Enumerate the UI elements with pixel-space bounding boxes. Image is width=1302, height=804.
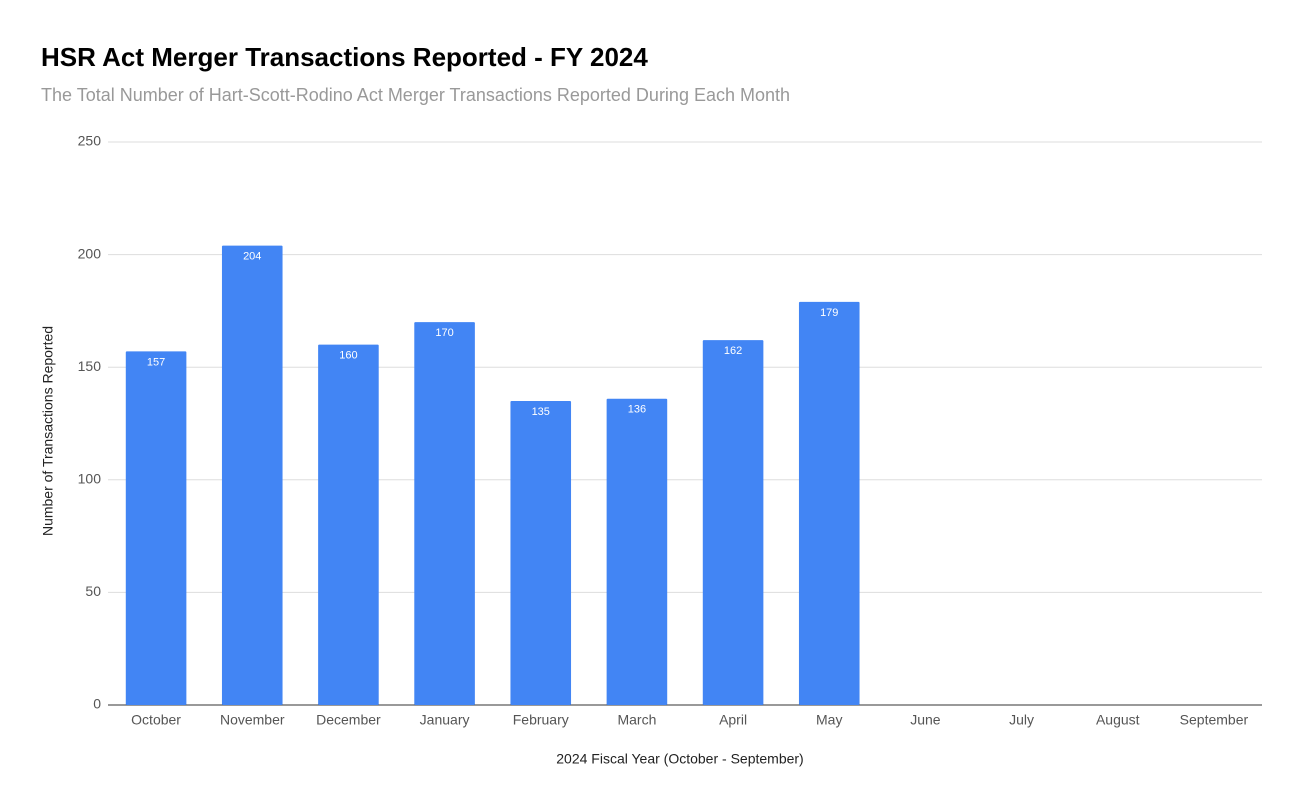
y-axis-label: Number of Transactions Reported — [40, 326, 56, 536]
bar — [221, 245, 283, 706]
x-tick-label: July — [1009, 712, 1034, 728]
x-tick-label: September — [1180, 712, 1249, 728]
x-tick-label: October — [131, 712, 181, 728]
x-tick-label: December — [316, 712, 381, 728]
x-tick-label: November — [220, 712, 285, 728]
chart-title: HSR Act Merger Transactions Reported - F… — [41, 42, 648, 72]
bar — [125, 351, 187, 705]
x-tick-label: February — [513, 712, 569, 728]
data-label: 179 — [820, 307, 838, 319]
y-tick-label: 250 — [78, 133, 102, 149]
x-tick-label: June — [910, 712, 941, 728]
x-tick-label: August — [1096, 712, 1140, 728]
bar — [414, 322, 475, 705]
x-tick-label: May — [816, 712, 842, 728]
y-tick-label: 50 — [85, 583, 101, 599]
y-tick-label: 200 — [78, 245, 102, 261]
bar — [510, 400, 572, 705]
data-label: 204 — [243, 250, 261, 262]
data-label: 135 — [532, 406, 550, 418]
y-tick-label: 0 — [93, 696, 101, 712]
x-tick-label: March — [617, 712, 656, 728]
data-label: 170 — [435, 327, 453, 339]
data-label: 160 — [339, 350, 357, 362]
data-label: 136 — [628, 404, 646, 416]
y-tick-label: 100 — [78, 471, 102, 487]
x-tick-label: April — [719, 712, 747, 728]
bar — [798, 301, 860, 705]
data-label: 162 — [724, 345, 742, 357]
x-axis-label: 2024 Fiscal Year (October - September) — [556, 751, 803, 767]
bar — [702, 340, 764, 705]
bar — [606, 398, 668, 705]
x-tick-label: January — [420, 712, 470, 728]
bar — [318, 344, 379, 705]
data-label: 157 — [147, 356, 165, 368]
chart-subtitle: The Total Number of Hart-Scott-Rodino Ac… — [41, 85, 790, 105]
y-tick-label: 150 — [78, 358, 102, 374]
